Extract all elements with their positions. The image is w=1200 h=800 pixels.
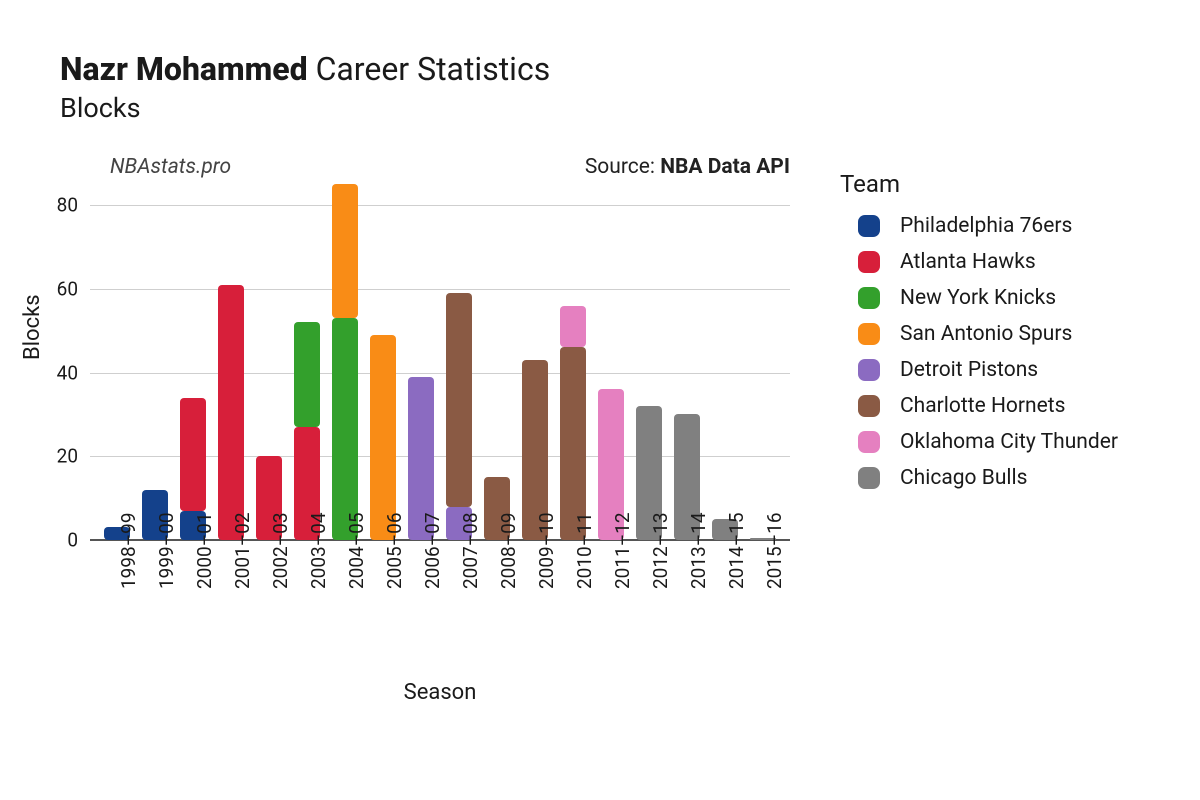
bar <box>746 180 780 540</box>
legend-swatch <box>858 395 880 417</box>
chart-title-rest: Career Statistics <box>308 50 551 88</box>
bar <box>138 180 172 540</box>
y-tick-label: 0 <box>38 529 78 552</box>
legend-item: Atlanta Hawks <box>840 244 1118 280</box>
bar-segment <box>332 184 358 318</box>
source-name: NBA Data API <box>660 155 790 179</box>
legend-items: Philadelphia 76ers Atlanta Hawks New York … <box>840 208 1118 496</box>
bar <box>518 180 552 540</box>
legend-label: Oklahoma City Thunder <box>900 430 1118 454</box>
chart-title: Nazr Mohammed Career Statistics <box>60 50 550 88</box>
bar <box>404 180 438 540</box>
source-text: Source: NBA Data API <box>585 155 790 179</box>
x-tick-label: 2013–14 <box>687 555 710 589</box>
bar <box>176 180 210 540</box>
legend-item: Charlotte Hornets <box>840 388 1118 424</box>
bar-segment <box>218 285 244 540</box>
bar <box>328 180 362 540</box>
x-tick-label: 2003–04 <box>307 555 330 589</box>
y-axis-label: Blocks <box>20 294 45 360</box>
x-axis-label: Season <box>90 680 790 705</box>
x-tick-label: 2010–11 <box>573 555 596 589</box>
legend-label: Atlanta Hawks <box>900 250 1036 274</box>
x-tick-label: 2007–08 <box>459 555 482 589</box>
y-tick-label: 40 <box>38 361 78 384</box>
bar-segment <box>560 306 586 348</box>
legend-swatch <box>858 251 880 273</box>
bar <box>556 180 590 540</box>
x-tick-label: 2012–13 <box>649 555 672 589</box>
source-prefix: Source: <box>585 155 660 179</box>
bar-segment <box>370 335 396 540</box>
chart-subtitle: Blocks <box>60 92 141 124</box>
bar-segment <box>446 293 472 506</box>
chart-plot-area: 020406080 <box>90 180 790 540</box>
x-tick-label: 2004–05 <box>345 555 368 589</box>
y-tick-label: 80 <box>38 194 78 217</box>
x-tick-labels: 1998–99 1999–00 2000–01 2001–02 2002–03 2003–… <box>90 555 790 675</box>
legend-label: Charlotte Hornets <box>900 394 1065 418</box>
legend-label: San Antonio Spurs <box>900 322 1072 346</box>
x-tick-label: 2000–01 <box>193 555 216 589</box>
legend-item: San Antonio Spurs <box>840 316 1118 352</box>
legend-item: Detroit Pistons <box>840 352 1118 388</box>
x-tick-label: 2006–07 <box>421 555 444 589</box>
x-tick-label: 2001–02 <box>231 555 254 589</box>
legend-label: Philadelphia 76ers <box>900 214 1072 238</box>
bar <box>252 180 286 540</box>
x-tick-label: 2002–03 <box>269 555 292 589</box>
legend-swatch <box>858 323 880 345</box>
legend-swatch <box>858 215 880 237</box>
legend-swatch <box>858 359 880 381</box>
y-tick-label: 20 <box>38 445 78 468</box>
legend-label: New York Knicks <box>900 286 1056 310</box>
bar <box>366 180 400 540</box>
x-tick-label: 2005–06 <box>383 555 406 589</box>
chart-title-bold: Nazr Mohammed <box>60 50 308 88</box>
x-tick-label: 2009–10 <box>535 555 558 589</box>
legend-item: New York Knicks <box>840 280 1118 316</box>
legend-label: Chicago Bulls <box>900 466 1027 490</box>
watermark-text: NBAstats.pro <box>110 155 231 179</box>
x-tick-label: 2015–16 <box>763 555 786 589</box>
legend-item: Chicago Bulls <box>840 460 1118 496</box>
legend-title: Team <box>840 170 1118 198</box>
bar-segment <box>180 398 206 511</box>
bar <box>708 180 742 540</box>
legend-swatch <box>858 287 880 309</box>
x-tick-label: 2014–15 <box>725 555 748 589</box>
bar <box>670 180 704 540</box>
x-tick-label: 2008–09 <box>497 555 520 589</box>
bar <box>290 180 324 540</box>
legend-item: Philadelphia 76ers <box>840 208 1118 244</box>
legend-item: Oklahoma City Thunder <box>840 424 1118 460</box>
x-tick-label: 1999–00 <box>155 555 178 589</box>
bar <box>100 180 134 540</box>
bar <box>632 180 666 540</box>
y-tick-label: 60 <box>38 277 78 300</box>
x-tick-label: 1998–99 <box>117 555 140 589</box>
bar <box>214 180 248 540</box>
bar <box>594 180 628 540</box>
legend: Team Philadelphia 76ers Atlanta Hawks New … <box>840 170 1118 496</box>
x-tick-label: 2011–12 <box>611 555 634 589</box>
legend-swatch <box>858 431 880 453</box>
bar-segment <box>294 322 320 427</box>
bar <box>480 180 514 540</box>
legend-swatch <box>858 467 880 489</box>
bar <box>442 180 476 540</box>
bar-segment <box>560 347 586 540</box>
bar-segment <box>332 318 358 540</box>
legend-label: Detroit Pistons <box>900 358 1038 382</box>
